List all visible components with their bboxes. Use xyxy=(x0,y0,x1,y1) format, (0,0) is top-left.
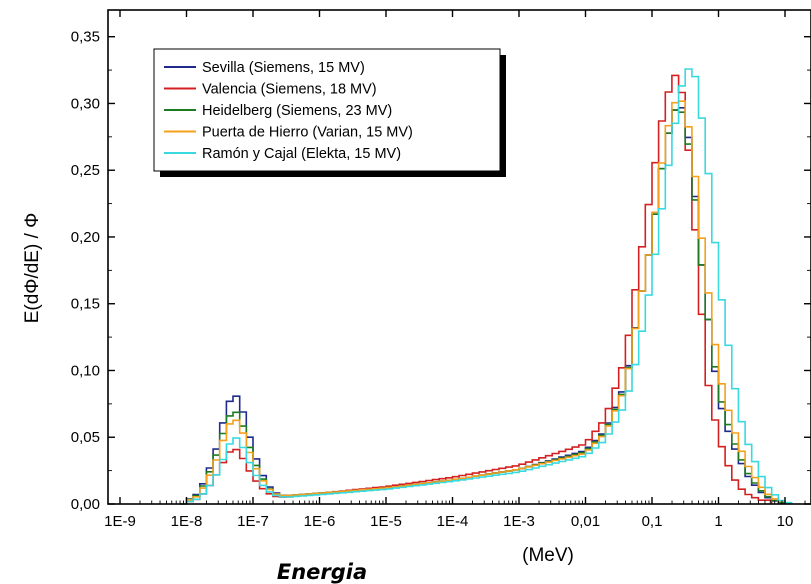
series-layer xyxy=(179,68,793,505)
tick-layer: 1E-9 1E-8 1E-7 1E-6 1E-5 1E-4 1E-3 0,01 0,1 1 10 0,… xyxy=(71,10,811,530)
x-axis-title: Energia xyxy=(277,560,367,584)
x-tick-label: 1E-8 xyxy=(171,513,203,530)
y-tick-label: 0,10 xyxy=(71,362,100,379)
y-tick-label: 0,30 xyxy=(71,95,100,112)
x-tick-label: 1E-9 xyxy=(104,513,136,530)
legend-items: Sevilla (Siemens, 15 MV) Valencia (Siemen… xyxy=(164,60,413,162)
legend-label: Sevilla (Siemens, 15 MV) xyxy=(202,60,365,76)
x-tick-label: 1 xyxy=(714,513,722,530)
plot-frame xyxy=(107,9,811,505)
y-tick-label: 0,35 xyxy=(71,29,100,46)
legend-label: Ramón y Cajal (Elekta, 15 MV) xyxy=(202,146,401,162)
legend-label: Puerta de Hierro (Varian, 15 MV) xyxy=(202,125,413,141)
x-tick-label: 1E-7 xyxy=(237,513,269,530)
legend-box xyxy=(153,48,501,172)
y-tick-label: 0,20 xyxy=(71,229,100,246)
legend-label: Heidelberg (Siemens, 23 MV) xyxy=(202,103,392,119)
x-tick-label: 1E-4 xyxy=(437,513,469,530)
y-tick-label: 0,25 xyxy=(71,162,100,179)
y-tick-label: 0,15 xyxy=(71,296,100,313)
y-tick-label: 0,00 xyxy=(71,496,100,513)
x-tick-label: 1E-3 xyxy=(503,513,535,530)
x-tick-label: 0,01 xyxy=(571,513,600,530)
x-tick-label: 0,1 xyxy=(642,513,663,530)
legend-label: Valencia (Siemens, 18 MV) xyxy=(202,82,377,98)
x-axis-unit: (MeV) xyxy=(522,545,574,566)
y-axis-title: E(dΦ/dE) / Φ xyxy=(22,213,43,324)
x-tick-label: 1E-5 xyxy=(370,513,402,530)
legend: Sevilla (Siemens, 15 MV) Valencia (Siemen… xyxy=(153,48,506,177)
series-line xyxy=(179,68,793,505)
y-tick-label: 0,05 xyxy=(71,429,100,446)
series-line xyxy=(179,100,786,505)
x-tick-label: 10 xyxy=(777,513,794,530)
x-tick-label: 1E-6 xyxy=(304,513,336,530)
